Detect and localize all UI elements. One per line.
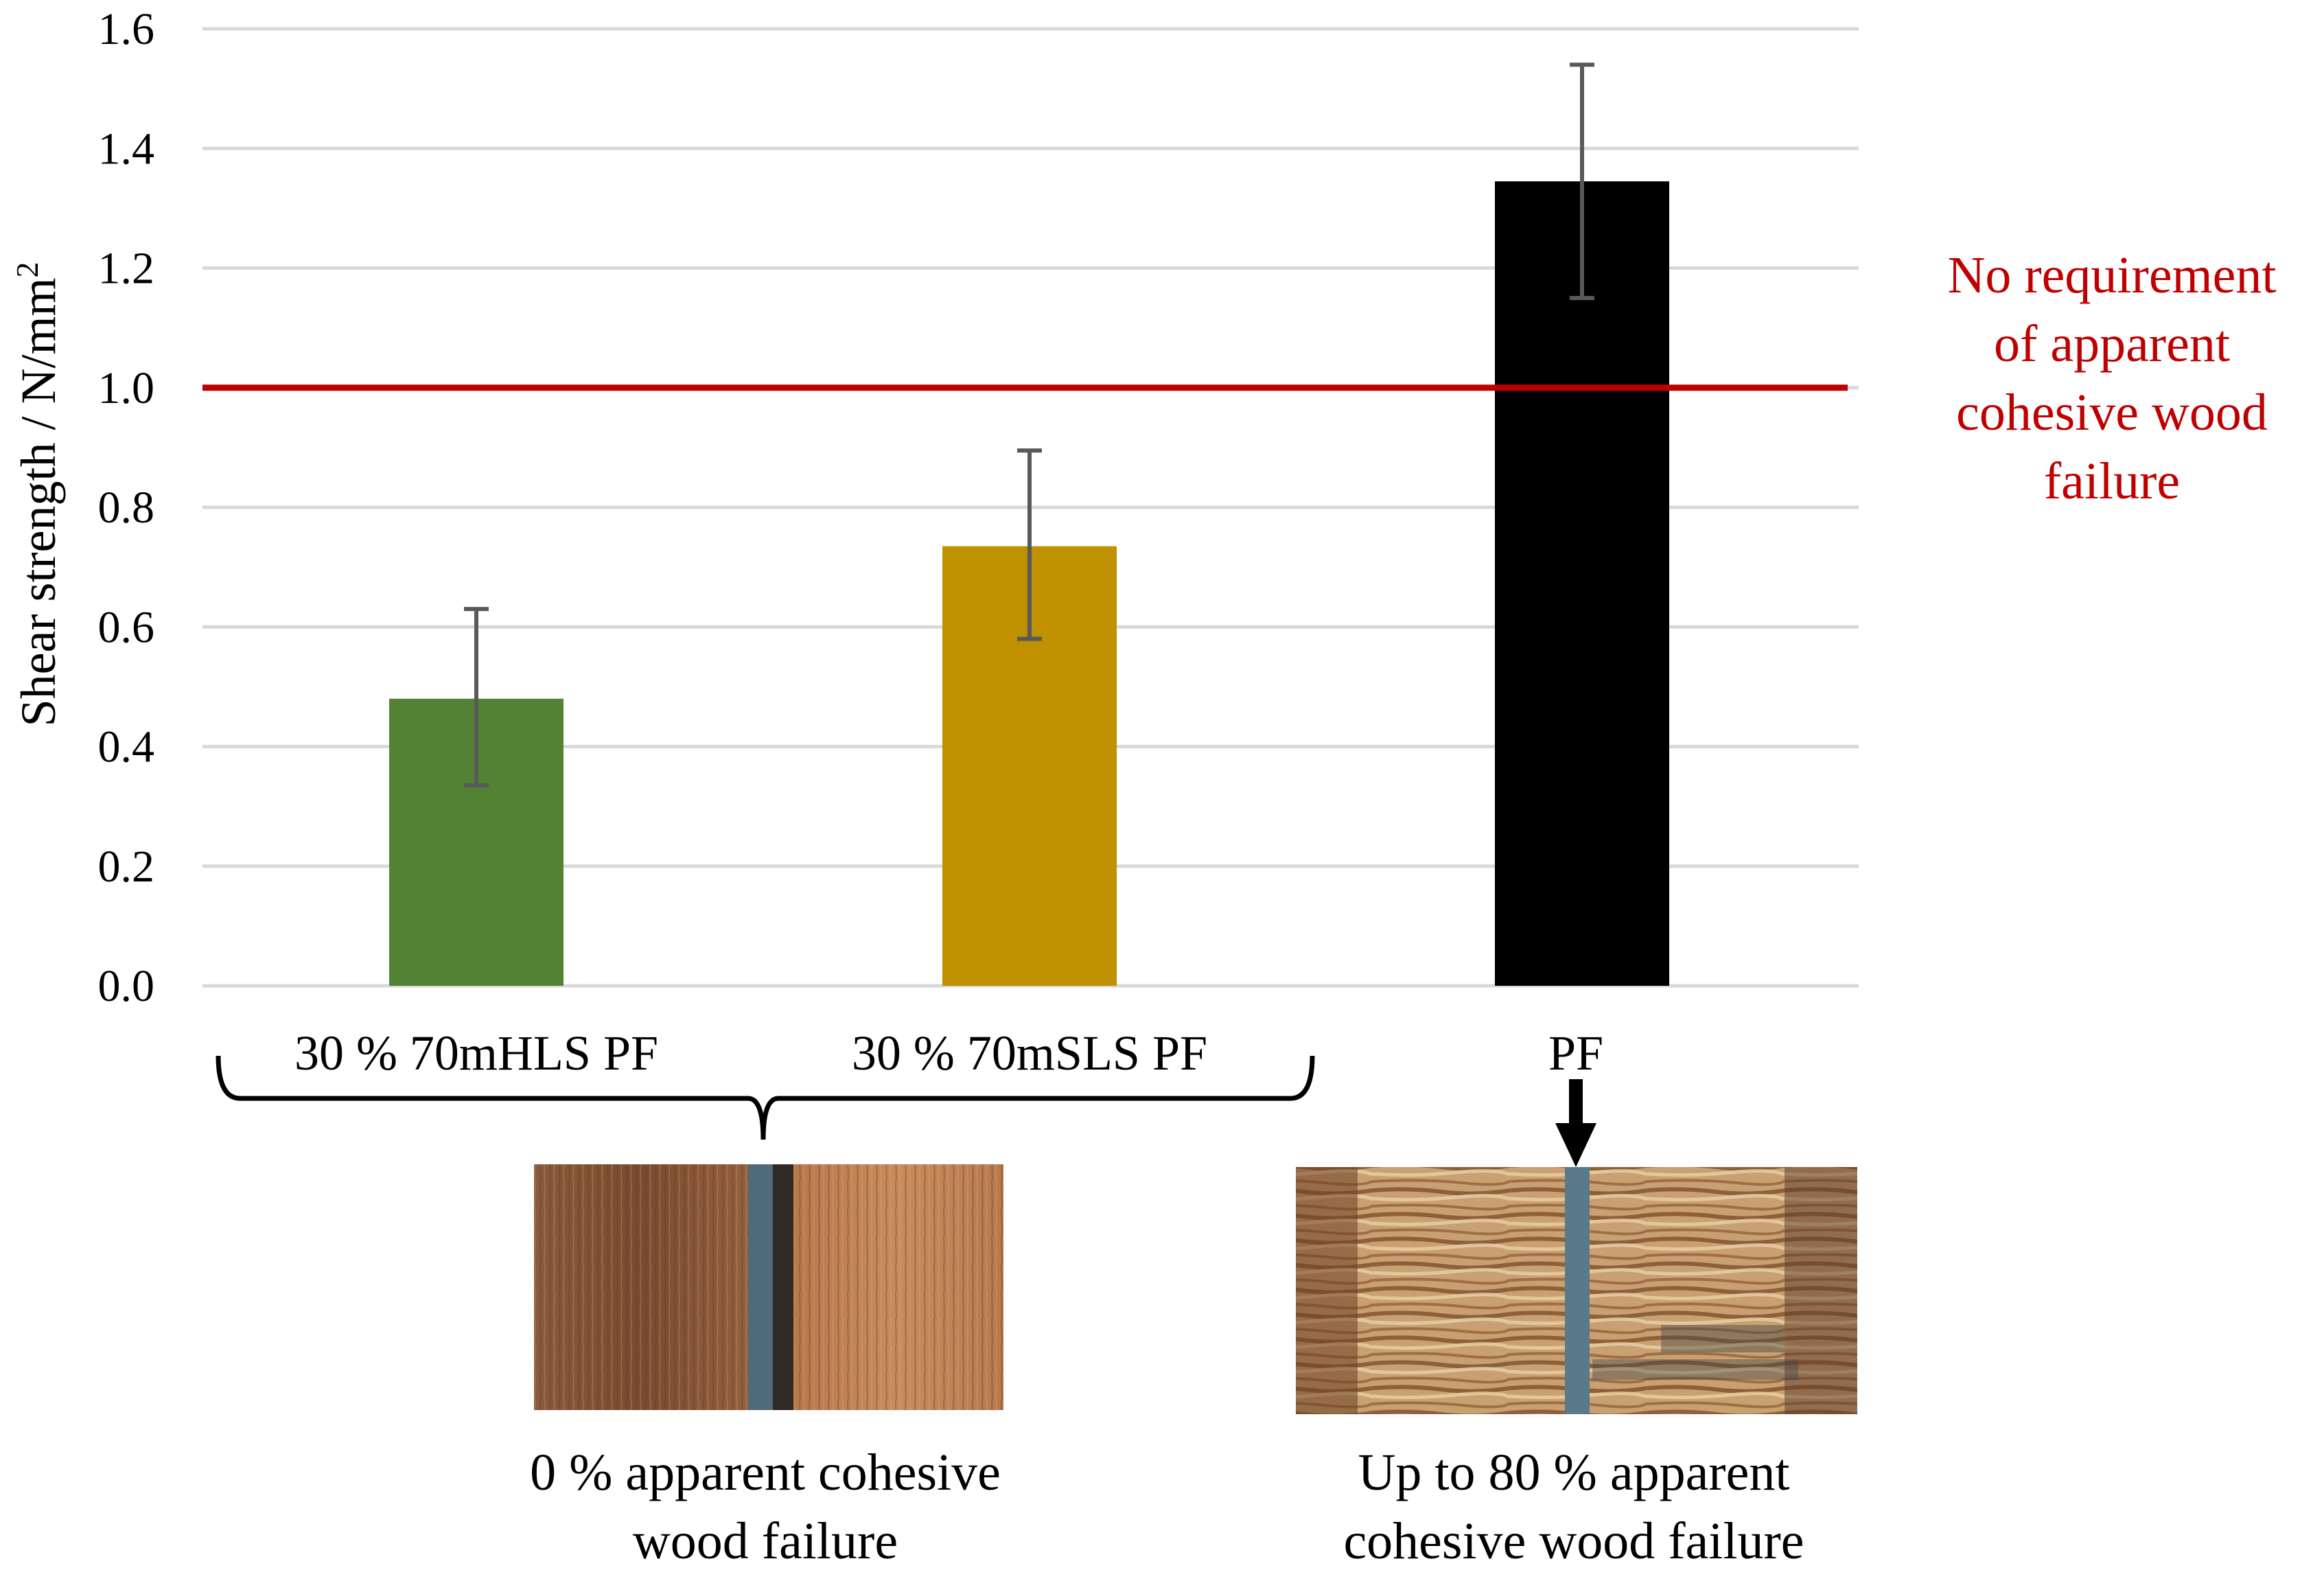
y-tick-label: 0.8 — [98, 483, 155, 533]
y-tick-label: 1.4 — [98, 124, 155, 174]
y-tick-label: 1.0 — [98, 363, 155, 413]
down-arrow-icon — [1555, 1079, 1596, 1167]
right-caption: Up to 80 % apparent cohesive wood failure — [1343, 1444, 1804, 1570]
y-tick-label: 0.4 — [98, 722, 155, 772]
error-bars — [464, 62, 1594, 788]
category-label: PF — [1548, 1026, 1603, 1081]
specimen-photo-no-wood-failure — [534, 1164, 1003, 1410]
y-tick-label: 1.2 — [98, 244, 155, 294]
y-tick-label: 1.6 — [98, 4, 155, 54]
y-axis-label: Shear strength / N/mm2 — [10, 262, 67, 727]
category-labels: 30 % 70mHLS PF 30 % 70mSLS PF PF — [294, 1026, 1603, 1081]
y-tick-label: 0.0 — [98, 961, 155, 1011]
category-label: 30 % 70mSLS PF — [852, 1026, 1207, 1081]
y-tick-labels: 0.0 0.2 0.4 0.6 0.8 1.0 1.2 1.4 1.6 — [98, 4, 155, 1011]
y-tick-label: 0.2 — [98, 842, 155, 892]
category-label: 30 % 70mHLS PF — [294, 1026, 658, 1081]
left-caption: 0 % apparent cohesive wood failure — [530, 1444, 1001, 1570]
reference-line-label: No requirement of apparent cohesive wood fa… — [1947, 246, 2276, 510]
specimen-photo-wood-failure — [1296, 1167, 1857, 1414]
bar — [1495, 181, 1669, 986]
grouping-brace — [216, 1055, 1315, 1140]
y-tick-label: 0.6 — [98, 602, 155, 652]
